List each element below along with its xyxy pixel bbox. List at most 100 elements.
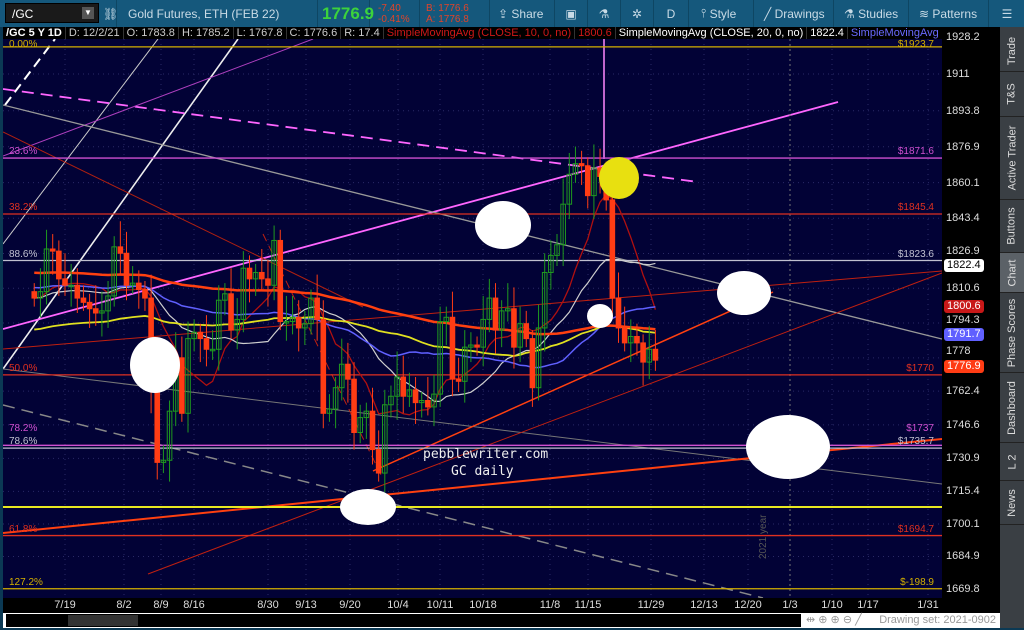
- candle-body: [295, 316, 302, 329]
- candle-body: [548, 254, 554, 273]
- trendline[interactable]: [372, 291, 774, 472]
- candle-body: [517, 323, 523, 348]
- highlight-circle[interactable]: [746, 415, 830, 479]
- candle-icon: ⫯: [701, 6, 710, 20]
- highlight-circle[interactable]: [475, 201, 531, 249]
- time-tick-label: 1/17: [857, 599, 879, 611]
- drawings-button[interactable]: ╱ Drawings: [754, 0, 834, 27]
- legend-low: L: 1767.8: [234, 27, 287, 39]
- candle-body: [259, 271, 265, 280]
- trendline[interactable]: [3, 131, 364, 308]
- time-tick-label: 12/13: [690, 599, 718, 611]
- scrollbar-thumb[interactable]: [68, 615, 138, 626]
- candle-body: [80, 297, 87, 303]
- price-chart[interactable]: pebblewriter.com GC daily 2021 year 0.00…: [3, 39, 942, 598]
- trendline[interactable]: [3, 39, 159, 245]
- candle-body: [640, 342, 646, 363]
- highlight-circle[interactable]: [130, 337, 180, 393]
- sidebar-tab-label: L 2: [1005, 454, 1018, 469]
- chevron-down-icon[interactable]: ▼: [82, 7, 94, 19]
- time-axis[interactable]: 7/19 8/2 8/9 8/16 8/30 9/13 9/20 10/4 10/11 10/18…: [3, 598, 942, 613]
- candle-body: [246, 267, 253, 280]
- fib-percent-label: 61.8%: [9, 523, 38, 535]
- moving-average-line: [34, 271, 656, 336]
- candle-body: [345, 363, 351, 380]
- symbol-input[interactable]: /GC ▼: [5, 3, 99, 23]
- candle-body: [591, 167, 597, 197]
- candle-body: [142, 289, 148, 299]
- candles: [31, 144, 659, 493]
- sidebar-tab[interactable]: Phase Scores: [1000, 293, 1024, 373]
- price-tick-label: 1893.8: [946, 104, 980, 117]
- time-tick-label: 8/30: [257, 599, 279, 611]
- highlight-circle[interactable]: [587, 304, 613, 328]
- sidebar-tab-label: Buttons: [1006, 207, 1018, 245]
- sidebar-tab[interactable]: L 2: [1000, 443, 1024, 481]
- legend-sma-other[interactable]: SimpleMovingAvg ...: [848, 27, 943, 39]
- sidebar-tab[interactable]: Active Trader: [1000, 117, 1024, 200]
- drawing-set-label[interactable]: Drawing set: 2021-0902: [879, 614, 996, 626]
- studies-button[interactable]: ⚗ Studies: [834, 0, 909, 27]
- zoom-tools-icons[interactable]: ⇹ ⊕ ⊕ ⊖ ╱: [806, 614, 862, 626]
- price-tick-label: 1860.1: [946, 176, 980, 189]
- flask-icon[interactable]: ⚗: [588, 0, 621, 27]
- sidebar-tab[interactable]: Dashboard: [1000, 373, 1024, 443]
- candle-body: [584, 165, 591, 197]
- price-axis[interactable]: 1928.2 1911 1893.8 1876.9 1860.1 1843.4 1826.9…: [942, 27, 1000, 613]
- trendline[interactable]: [3, 39, 239, 370]
- candle-body: [363, 410, 370, 419]
- patterns-button[interactable]: ≋ Patterns: [909, 0, 989, 27]
- price-tick-label: 1762.4: [946, 385, 980, 398]
- candle-body: [566, 173, 573, 205]
- highlight-circles[interactable]: [130, 157, 830, 525]
- candle-body: [437, 321, 443, 395]
- highlight-circle[interactable]: [340, 489, 396, 525]
- trendline-drawings[interactable]: [3, 39, 942, 598]
- trendline[interactable]: [147, 272, 942, 575]
- fib-price-label: $1871.6: [897, 146, 934, 158]
- candle-body: [332, 387, 339, 410]
- gear-icon[interactable]: ✲: [621, 0, 654, 27]
- share-button[interactable]: ⇪ Share: [490, 0, 555, 27]
- trendline[interactable]: [3, 104, 942, 340]
- aggregation-button[interactable]: D: [654, 0, 689, 27]
- sidebar-tab[interactable]: T&S: [1000, 72, 1024, 117]
- price-tick-label: 1746.6: [946, 418, 980, 431]
- candle-body: [86, 301, 93, 310]
- candle-body: [560, 203, 566, 246]
- highlight-circle[interactable]: [717, 271, 771, 315]
- trendline[interactable]: [3, 404, 764, 598]
- candle-body: [209, 348, 216, 352]
- sidebar-tab[interactable]: Chart: [1000, 253, 1024, 293]
- horizontal-scrollbar[interactable]: [6, 614, 801, 627]
- toolbar: /GC ▼ ⛓ Gold Futures, ETH (FEB 22) 1776.9…: [0, 0, 1024, 27]
- candle-body: [498, 310, 505, 331]
- candle-body: [320, 318, 327, 414]
- candle-body: [117, 246, 124, 254]
- flask-icon: ⚗: [844, 6, 859, 21]
- alert-icon[interactable]: ▣: [555, 0, 588, 27]
- trendline[interactable]: [3, 270, 942, 350]
- style-button[interactable]: ⫯ Style: [689, 0, 754, 27]
- sidebar-tab[interactable]: News: [1000, 481, 1024, 525]
- candle-body: [443, 316, 450, 323]
- candle-body: [129, 282, 136, 286]
- sidebar-tab[interactable]: Trade: [1000, 30, 1024, 72]
- candle-body: [615, 297, 622, 329]
- menu-icon[interactable]: ☰: [1001, 6, 1013, 21]
- candle-body: [308, 297, 314, 325]
- legend-sma20[interactable]: SimpleMovingAvg (CLOSE, 20, 0, no): [616, 27, 808, 39]
- trendline[interactable]: [3, 39, 314, 157]
- highlight-circle-yellow[interactable]: [599, 157, 639, 199]
- time-tick-label: 10/18: [469, 599, 497, 611]
- candle-body: [634, 335, 640, 344]
- sidebar-tab[interactable]: Buttons: [1000, 200, 1024, 253]
- trendline[interactable]: [3, 88, 699, 183]
- trendline[interactable]: [4, 39, 56, 106]
- fib-percent-label: 78.6%: [9, 436, 38, 448]
- link-icon[interactable]: ⛓: [103, 0, 118, 27]
- candle-body: [449, 316, 456, 380]
- candle-body: [191, 331, 197, 340]
- legend-sma10[interactable]: SimpleMovingAvg (CLOSE, 10, 0, no): [384, 27, 576, 39]
- chart-canvas[interactable]: [3, 39, 942, 598]
